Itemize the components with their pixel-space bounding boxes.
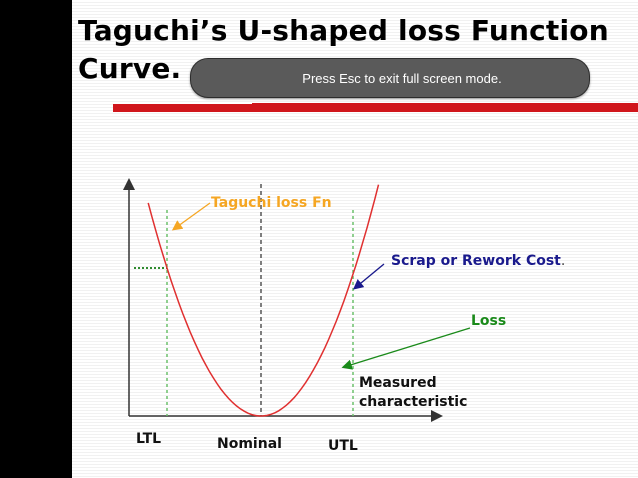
loss-curve <box>147 184 380 417</box>
loss-label: Loss <box>471 313 506 329</box>
slide: Taguchi’s U-shaped loss Function Curve. <box>72 0 638 478</box>
left-black-bar <box>0 0 72 478</box>
scrap-rework-period: . <box>561 253 565 269</box>
fullscreen-exit-toast: Press Esc to exit full screen mode. <box>190 58 590 98</box>
thin-red-line <box>252 103 638 104</box>
scrap-rework-label: Scrap or Rework Cost. <box>391 253 565 269</box>
taguchi-arrow <box>171 202 211 231</box>
tick-label-utl: UTL <box>328 438 358 454</box>
slide-title-line-2: Curve. <box>78 52 182 85</box>
slide-title-line-1: Taguchi’s U-shaped loss Function <box>78 14 609 47</box>
tick-label-ltl: LTL <box>136 431 161 447</box>
tick-label-nominal: Nominal <box>217 436 282 452</box>
loss-arrow <box>341 327 471 370</box>
taguchi-loss-label: Taguchi loss Fn <box>211 195 332 211</box>
red-divider-bar <box>113 104 638 112</box>
scrap-arrow <box>352 263 385 290</box>
measured-label-line1: Measured <box>359 375 437 391</box>
loss-function-chart: Taguchi loss Fn Scrap or Rework Cost. Lo… <box>123 178 565 454</box>
measured-label-line2: characteristic <box>359 394 467 410</box>
esc-message: Press Esc to exit full screen mode. <box>302 70 502 86</box>
